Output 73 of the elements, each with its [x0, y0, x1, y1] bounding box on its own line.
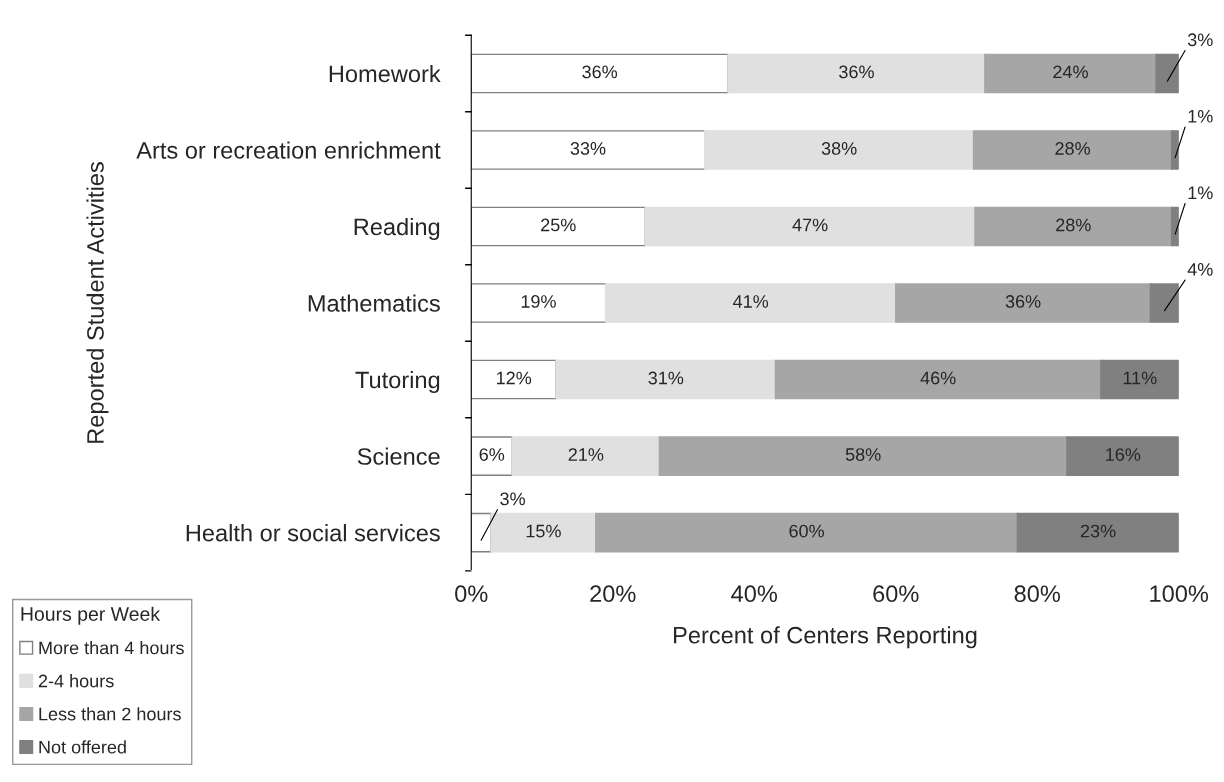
data-label: 60% — [789, 524, 825, 538]
data-label: 25% — [541, 218, 576, 232]
bar — [1066, 436, 1179, 476]
legend-label: Less than 2 hours — [39, 707, 181, 721]
data-label: 16% — [1106, 448, 1141, 461]
bar — [972, 130, 1173, 170]
data-label: 41% — [733, 295, 769, 308]
data-label: 19% — [521, 295, 556, 308]
legend-label: Not offered — [39, 740, 126, 754]
data-label: 28% — [1055, 142, 1091, 155]
data-label: 21% — [568, 448, 604, 461]
data-label: 23% — [1080, 524, 1116, 538]
data-label: 24% — [1053, 65, 1088, 79]
x-tick-label: 60% — [873, 585, 919, 603]
data-label: 36% — [582, 65, 618, 79]
y-tick-label: Science — [357, 447, 440, 465]
bar — [1100, 359, 1179, 400]
data-label: 28% — [1056, 218, 1091, 232]
x-axis-title: Percent of Centers Reporting — [674, 626, 977, 649]
bar — [774, 359, 1102, 400]
data-label: 36% — [839, 65, 874, 79]
bar — [644, 206, 976, 247]
bar — [1016, 512, 1179, 553]
bar — [984, 53, 1157, 94]
y-tick-label: Health or social services — [186, 524, 440, 542]
data-label: 58% — [845, 448, 881, 461]
bar — [658, 436, 1068, 476]
bar — [471, 130, 706, 170]
bar — [727, 53, 986, 94]
y-tick-label: Mathematics — [308, 294, 440, 312]
x-tick-label: 100% — [1150, 585, 1209, 603]
y-axis-title: Reported Student Activities — [86, 162, 109, 443]
legend-title: Hours per Week — [21, 606, 161, 625]
x-tick-label: 80% — [1014, 585, 1061, 603]
y-tick-label: Reading — [354, 217, 440, 240]
bar — [1155, 53, 1179, 94]
bar — [704, 130, 975, 170]
bar — [595, 512, 1019, 553]
data-label: 36% — [1005, 295, 1041, 308]
bar — [471, 283, 607, 323]
bar — [1149, 283, 1179, 323]
data-label: 46% — [920, 371, 956, 385]
data-label: 3% — [1187, 33, 1213, 47]
x-tick-label: 0% — [455, 585, 488, 603]
y-tick-label: Homework — [329, 64, 441, 83]
bar — [974, 206, 1173, 247]
data-label: 1% — [1188, 109, 1213, 123]
y-tick-label: Arts or recreation enrichment — [136, 141, 441, 159]
data-label: 6% — [479, 448, 505, 461]
data-label: 1% — [1188, 186, 1213, 200]
data-label: 3% — [500, 492, 525, 506]
x-tick-label: 20% — [590, 585, 636, 603]
data-label: 47% — [792, 218, 828, 232]
bar — [555, 359, 777, 400]
data-label: 15% — [526, 524, 561, 538]
data-label: 11% — [1123, 371, 1157, 385]
bar — [471, 359, 557, 400]
bar — [604, 283, 897, 323]
x-tick-label: 40% — [731, 585, 778, 603]
bar — [511, 436, 661, 476]
bar — [471, 53, 729, 94]
data-label: 4% — [1187, 263, 1213, 276]
data-label: 38% — [821, 142, 857, 155]
data-label: 33% — [570, 142, 606, 155]
data-label: 31% — [648, 371, 684, 385]
bar — [471, 206, 646, 247]
bar — [471, 436, 513, 476]
data-label: 12% — [497, 371, 532, 385]
legend-label: 2-4 hours — [38, 674, 114, 688]
bar — [895, 283, 1152, 323]
y-tick-label: Tutoring — [355, 370, 440, 393]
legend-label: More than 4 hours — [39, 641, 184, 655]
bar — [490, 512, 597, 553]
